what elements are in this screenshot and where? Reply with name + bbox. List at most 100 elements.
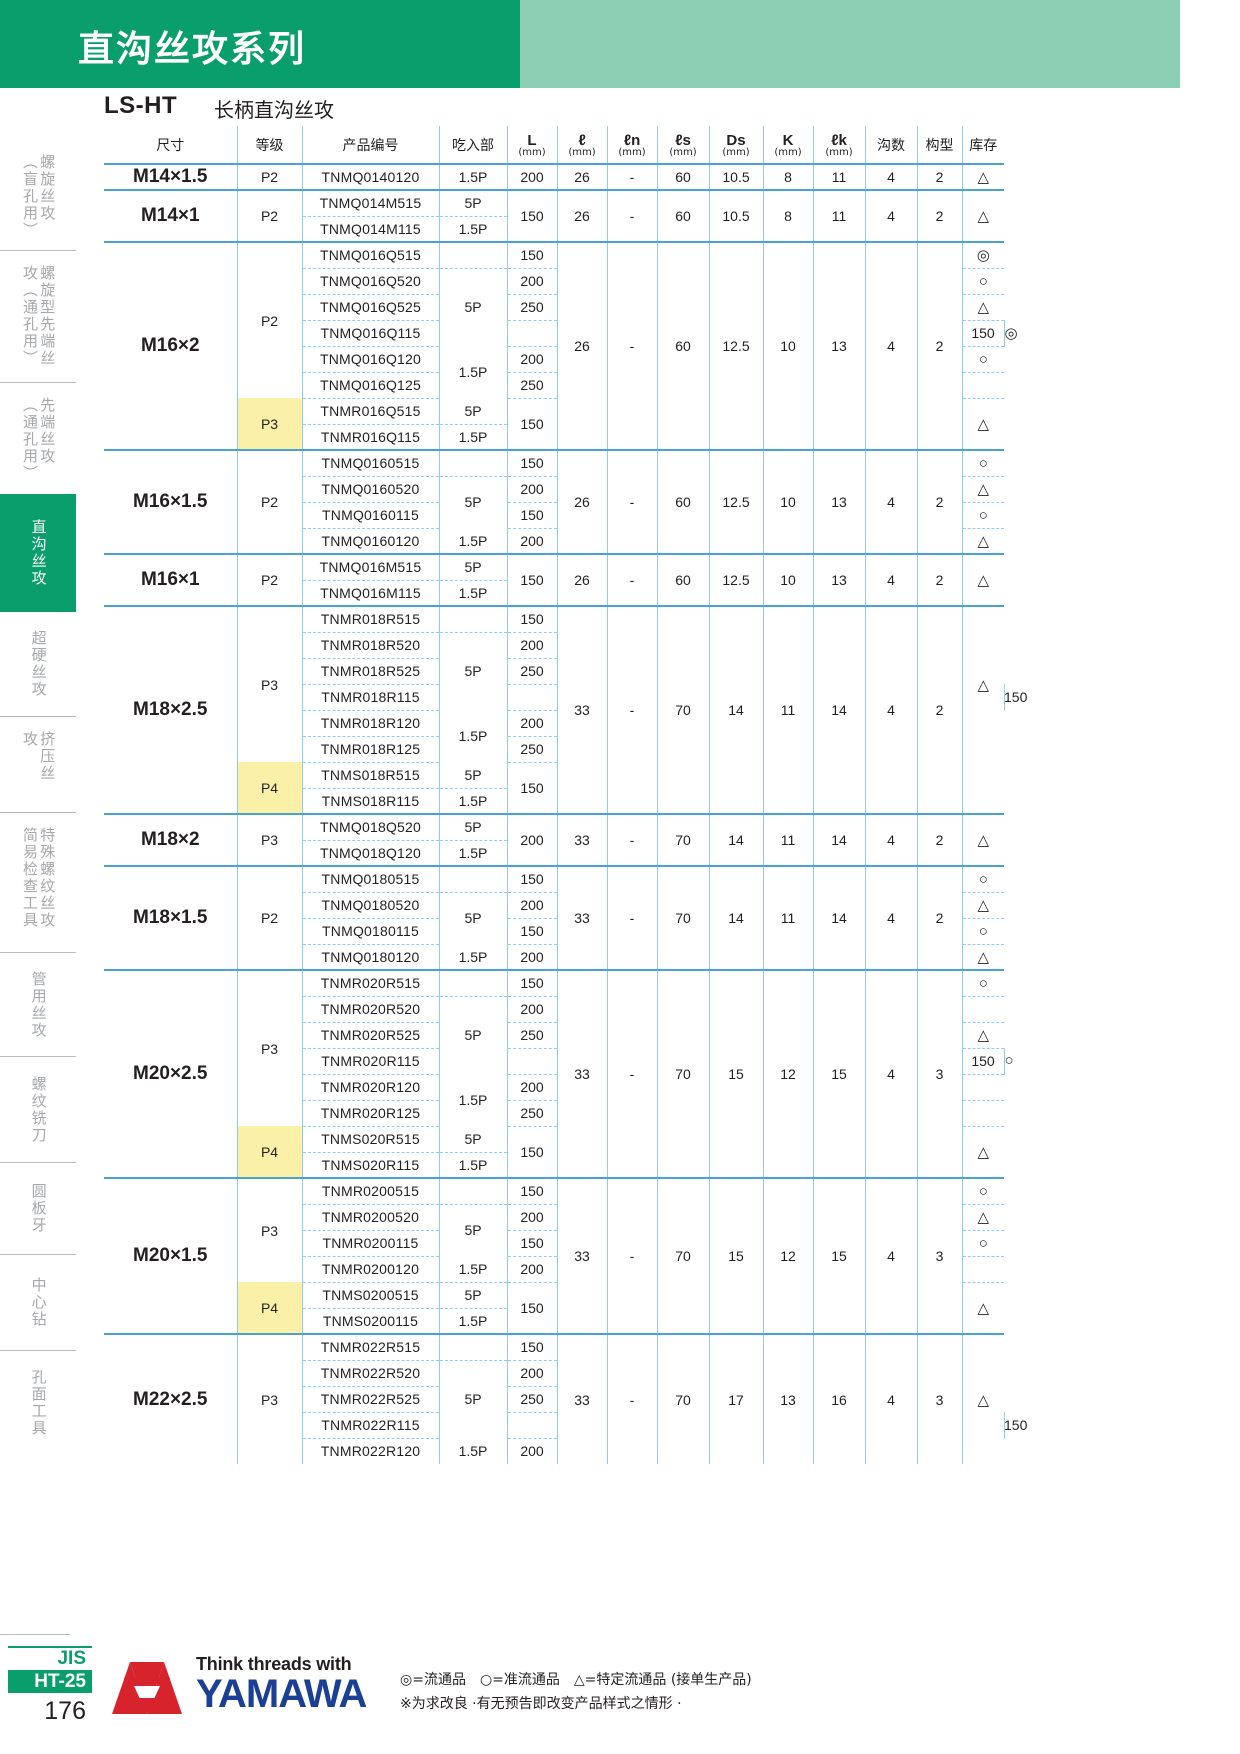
ds-cell: 15 [709, 969, 764, 1178]
size-cell: M16×1 [104, 553, 238, 606]
part-number-cell: TNMR020R525 [302, 1022, 440, 1049]
ln-cell: - [607, 1177, 658, 1334]
sidebar-item-11[interactable]: 孔面工具 [0, 1350, 76, 1454]
lead-cell [507, 1412, 558, 1439]
sidebar-item-10[interactable]: 中心钻 [0, 1254, 76, 1350]
col-header-7: ℓs (mm) [657, 126, 710, 164]
part-number-cell: TNMQ016M115 [302, 580, 440, 606]
part-number-cell: TNMR016Q515 [302, 398, 440, 425]
category-sidebar[interactable]: 螺旋丝攻（盲孔用） 螺旋型先端丝攻（通孔用） 先端丝攻（通孔用） 直沟丝攻超硬丝攻挤压… [0, 140, 80, 1454]
size-cell: M18×2 [104, 813, 238, 866]
part-number-cell: TNMR020R515 [302, 969, 440, 997]
lead-cell: 5P [439, 1204, 508, 1256]
part-number-cell: TNMQ0160120 [302, 528, 440, 554]
k-cell: 11 [763, 865, 814, 970]
part-number-cell: TNMR0200120 [302, 1256, 440, 1283]
size-cell: M16×1.5 [104, 449, 238, 554]
length-cell: 250 [507, 294, 558, 321]
length-cell: 150 [507, 189, 558, 242]
grade-cell: P3 [237, 969, 303, 1126]
sidebar-item-2[interactable]: 先端丝攻（通孔用） [0, 382, 76, 494]
table-row: TNMQ016M115 1.5P [104, 580, 1004, 606]
col-header-8: Ds (mm) [709, 126, 764, 164]
part-number-cell: TNMS018R515 [302, 762, 440, 789]
ls-cell: 60 [657, 189, 710, 242]
ls-cell: 70 [657, 605, 710, 814]
stock-cell: ○ [962, 865, 1004, 893]
ds-cell: 17 [709, 1333, 764, 1464]
sidebar-item-3[interactable]: 直沟丝攻 [0, 494, 76, 612]
l-cell: 26 [557, 189, 608, 242]
lk-cell: 13 [813, 241, 866, 450]
col-header-unit: (mm) [518, 146, 546, 158]
col-header-unit: (mm) [568, 146, 596, 158]
k-cell: 10 [763, 241, 814, 450]
part-number-cell: TNMQ016Q525 [302, 294, 440, 321]
jis-label: JIS [8, 1646, 92, 1671]
l-cell: 33 [557, 1177, 608, 1334]
ls-cell: 60 [657, 241, 710, 450]
table-row: M18×2.5 P3 TNMR018R515 150 33-70 14 11 14 4 2 △ [104, 605, 1004, 814]
spec-table-body: M14×1.5 P2 TNMQ0140120 1.5P 200 26-60 10.5 8 11 4… [104, 163, 1027, 1464]
table-row: TNMQ0180520 5P 200 △ [104, 892, 1004, 944]
table-row: P4 TNMS0200515 5P 150 △ [104, 1282, 1004, 1334]
sidebar-item-0[interactable]: 螺旋丝攻（盲孔用） [0, 140, 76, 250]
ds-cell: 10.5 [709, 189, 764, 242]
stock-cell [962, 996, 1004, 1023]
sidebar-footer-divider [0, 1634, 70, 1635]
legend-block: ◎=流通品 ○=准流通品 △=特定流通品 (接单生产品) ※为求改良 ·有无预告… [400, 1668, 960, 1716]
col-header-label: ℓ [578, 131, 586, 149]
sidebar-item-9[interactable]: 圆板牙 [0, 1162, 76, 1254]
sidebar-item-5[interactable]: 挤压丝攻 [0, 716, 76, 812]
ln-cell: - [607, 1333, 658, 1464]
table-row: TNMR022R120 1.5P 200 [104, 1438, 1004, 1464]
sidebar-item-7[interactable]: 管用丝攻 [0, 952, 76, 1056]
lk-cell: 14 [813, 605, 866, 814]
flutes-cell: 4 [865, 969, 918, 1178]
part-number-cell: TNMQ018Q120 [302, 840, 440, 866]
part-number-cell: TNMS0200115 [302, 1308, 440, 1334]
part-number-cell: TNMQ014M115 [302, 216, 440, 242]
col-header-unit: (mm) [825, 146, 853, 158]
part-number-cell: TNMS020R515 [302, 1126, 440, 1153]
grade-cell: P3 [237, 813, 303, 866]
stock-cell: △ [962, 1022, 1004, 1049]
part-number-cell: TNMR018R115 [302, 684, 440, 711]
lead-cell: 1.5P [439, 528, 508, 554]
part-number-cell: TNMS018R115 [302, 788, 440, 814]
table-row: TNMQ016Q125 250 [104, 372, 1004, 399]
sidebar-item-1[interactable]: 螺旋型先端丝攻（通孔用） [0, 250, 76, 382]
col-header-label: ℓs [675, 131, 691, 149]
lead-cell: 5P [439, 1360, 508, 1438]
k-cell: 8 [763, 189, 814, 242]
table-row: TNMR0200115 150 ○ [104, 1230, 1004, 1257]
sidebar-item-4[interactable]: 超硬丝攻 [0, 612, 76, 716]
size-cell: M20×2.5 [104, 969, 238, 1178]
lead-cell [439, 605, 508, 633]
config-cell: 3 [917, 969, 963, 1178]
sidebar-item-8[interactable]: 螺纹铣刀 [0, 1056, 76, 1162]
col-header-unit: (mm) [774, 146, 802, 158]
lead-cell: 1.5P [439, 1152, 508, 1178]
part-number-cell: TNMQ016Q520 [302, 268, 440, 295]
stock-cell: ○ [962, 1230, 1004, 1257]
sidebar-item-6[interactable]: 特殊螺纹丝攻简易检查工具 [0, 812, 76, 952]
col-header-unit: (mm) [618, 146, 646, 158]
stock-cell [962, 372, 1004, 399]
part-number-cell: TNMQ016Q115 [302, 320, 440, 347]
sidebar-item-label: 超硬丝攻 [29, 630, 48, 698]
config-cell: 2 [917, 865, 963, 970]
part-number-cell: TNMR018R125 [302, 736, 440, 763]
part-number-cell: TNMQ016Q125 [302, 372, 440, 399]
stock-cell: △ [962, 553, 1004, 606]
table-row: TNMQ014M115 1.5P [104, 216, 1004, 242]
table-row: TNMQ0160520 5P 200 △ [104, 476, 1004, 528]
size-cell: M14×1.5 [104, 163, 238, 190]
lead-cell [439, 1333, 508, 1361]
col-header-10: ℓk (mm) [813, 126, 866, 164]
sidebar-item-label: 先端丝攻（通孔用） [21, 397, 57, 482]
ln-cell: - [607, 969, 658, 1178]
col-header-label: ℓn [623, 131, 641, 149]
col-header-label: 构型 [925, 137, 954, 154]
k-cell: 10 [763, 449, 814, 554]
